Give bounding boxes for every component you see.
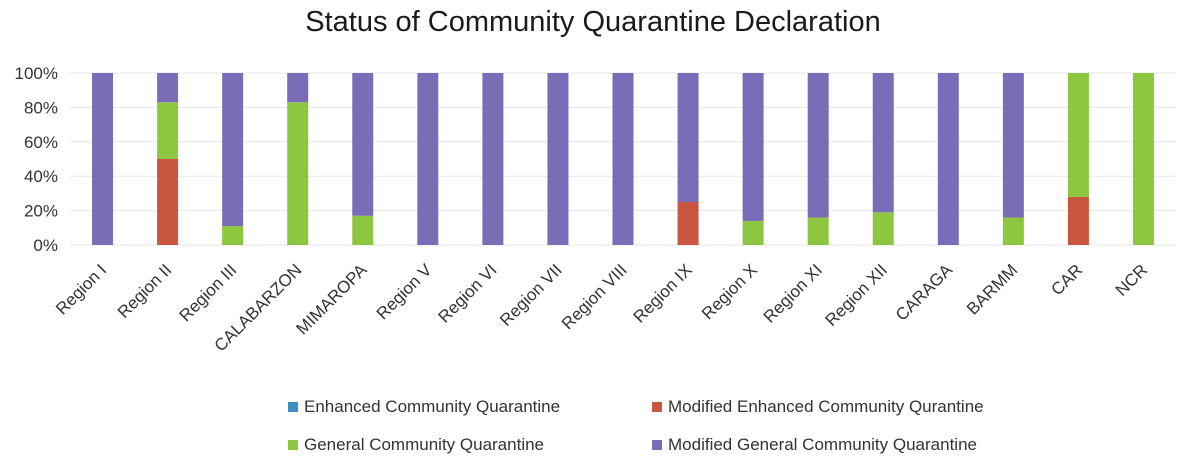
x-tick-label: Region II xyxy=(114,260,176,322)
legend-item: General Community Quarantine xyxy=(288,435,544,455)
x-tick-label: Region I xyxy=(52,260,110,318)
legend-label: Modified General Community Quarantine xyxy=(668,435,977,454)
bar-segment xyxy=(157,159,179,245)
bar-segment xyxy=(807,73,829,218)
x-tick-label: Region IX xyxy=(630,260,696,326)
bar-segment xyxy=(417,73,439,245)
legend-swatch xyxy=(288,440,298,450)
legend-swatch xyxy=(288,402,298,412)
legend-item: Modified Enhanced Community Qurantine xyxy=(652,397,984,417)
bar-segment xyxy=(352,73,374,216)
bar-segment xyxy=(1067,196,1089,245)
x-tick-label: CAR xyxy=(1047,260,1086,299)
bar-segment xyxy=(222,226,244,245)
y-tick-label: 100% xyxy=(15,64,58,83)
bar-segment xyxy=(742,73,764,221)
y-tick-label: 60% xyxy=(24,133,58,152)
x-tick-label: Region VI xyxy=(434,260,500,326)
bar-segment xyxy=(872,212,894,245)
bar-segment xyxy=(352,215,374,245)
bar-segment xyxy=(937,73,959,245)
bar-segment xyxy=(287,102,309,246)
bar-segment xyxy=(677,73,699,202)
bars xyxy=(92,73,1154,246)
bar-segment xyxy=(157,73,179,103)
legend-label: General Community Quarantine xyxy=(304,435,545,454)
legend-swatch xyxy=(652,440,662,450)
x-tick-label: Region V xyxy=(373,260,436,323)
y-tick-label: 40% xyxy=(24,167,58,186)
x-tick-label: CARAGA xyxy=(892,260,957,325)
x-tick-label: Region XI xyxy=(760,260,826,326)
y-tick-label: 80% xyxy=(24,98,58,117)
bar-segment xyxy=(92,73,114,245)
legend-item: Enhanced Community Quarantine xyxy=(288,397,560,417)
x-axis-ticks: Region I Region II Region IIICALABARZONMIM… xyxy=(52,260,1151,355)
x-tick-label: Region XII xyxy=(821,260,891,330)
bar-segment xyxy=(482,73,504,245)
x-tick-label: MIMAROPA xyxy=(293,260,371,338)
bar-segment xyxy=(1067,73,1089,197)
x-tick-label: Region X xyxy=(698,260,761,323)
x-tick-label: NCR xyxy=(1112,260,1151,299)
x-tick-label: BARMM xyxy=(963,260,1021,318)
x-tick-label: Region III xyxy=(176,260,241,325)
y-tick-label: 20% xyxy=(24,202,58,221)
x-tick-label: Region VIII xyxy=(558,260,631,333)
bar-segment xyxy=(1002,73,1024,218)
y-tick-label: 0% xyxy=(33,236,58,255)
bar-segment xyxy=(1002,217,1024,245)
legend-item: Modified General Community Quarantine xyxy=(652,435,977,455)
legend-label: Modified Enhanced Community Qurantine xyxy=(668,397,984,416)
bar-segment xyxy=(807,217,829,245)
bar-segment xyxy=(157,102,179,159)
bar-segment xyxy=(222,73,244,227)
bar-segment xyxy=(287,73,309,103)
bar-segment xyxy=(677,202,699,245)
y-axis-ticks: 0% 20% 40% 60% 80% 100% xyxy=(15,64,58,255)
chart-title: Status of Community Quarantine Declarati… xyxy=(305,6,881,38)
bar-segment xyxy=(1132,73,1154,245)
bar-segment xyxy=(742,220,764,245)
bar-segment xyxy=(612,73,634,245)
bar-segment xyxy=(547,73,569,245)
x-tick-label: Region VII xyxy=(496,260,566,330)
legend-swatch xyxy=(652,402,662,412)
legend-label: Enhanced Community Quarantine xyxy=(304,397,561,416)
bar-segment xyxy=(872,73,894,213)
